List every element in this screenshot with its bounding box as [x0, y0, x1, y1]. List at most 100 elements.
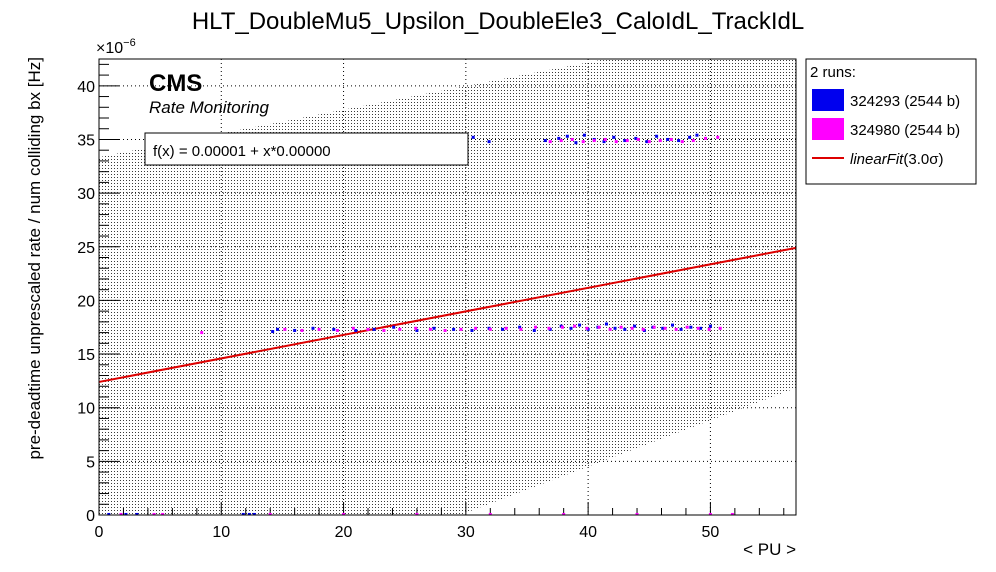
data-point-series-0 [602, 140, 606, 144]
data-point-series-0 [677, 139, 681, 143]
data-point-series-1 [443, 328, 447, 332]
data-point-series-0 [432, 326, 436, 330]
y-multiplier-exponent: −6 [123, 37, 136, 49]
data-point-series-0 [569, 326, 573, 330]
data-point-series-1 [635, 512, 639, 515]
y-tick-label: 10 [77, 401, 95, 418]
data-point-series-1 [548, 140, 552, 144]
plot-frame [98, 58, 797, 516]
data-point-series-1 [619, 325, 623, 329]
data-point-series-0 [392, 325, 396, 329]
data-point-series-1 [519, 327, 523, 331]
data-point-series-1 [562, 512, 566, 515]
data-point-series-1 [366, 327, 370, 331]
fit-text-box [144, 132, 469, 166]
legend-swatch-324293 [812, 89, 844, 111]
data-point-series-0 [135, 512, 139, 515]
data-point-series-1 [398, 327, 402, 331]
data-point-series-0 [252, 512, 256, 515]
data-point-series-0 [470, 328, 474, 332]
y-tick-label: 35 [77, 132, 95, 149]
data-point-series-1 [414, 326, 418, 330]
data-point-series-0 [247, 512, 251, 515]
data-point-series-0 [634, 136, 638, 140]
axis-ticks [98, 63, 785, 516]
legend-fit-main: linearFit [850, 151, 904, 168]
x-tick-label: 10 [212, 524, 230, 541]
data-point-series-0 [107, 512, 111, 515]
data-point-series-1 [669, 137, 673, 141]
y-tick-label: 20 [77, 293, 95, 310]
data-point-series-1 [730, 512, 734, 515]
y-axis-label: pre-deadtime unprescaled rate / num coll… [25, 57, 44, 460]
legend-label-324980: 324980 (2544 b) [850, 122, 960, 139]
data-point-series-1 [708, 512, 712, 515]
legend-header: 2 runs: [810, 64, 856, 81]
data-point-series-1 [560, 325, 564, 329]
data-point-series-1 [647, 140, 651, 144]
data-point-series-0 [293, 328, 297, 332]
y-tick-label: 40 [77, 79, 95, 96]
legend-label-fit: linearFit(3.0σ) [850, 151, 943, 168]
data-point-series-1 [382, 328, 386, 332]
data-point-series-0 [613, 326, 617, 330]
data-point-series-1 [504, 326, 508, 330]
data-point-series-0 [689, 325, 693, 329]
data-point-series-0 [708, 324, 712, 328]
data-point-series-1 [488, 512, 492, 515]
data-point-series-0 [241, 512, 245, 515]
data-point-series-1 [152, 512, 156, 515]
data-point-series-0 [695, 133, 699, 137]
data-point-series-1 [707, 327, 711, 331]
data-point-series-0 [670, 323, 674, 327]
x-tick-label: 20 [335, 524, 353, 541]
y-multiplier: ×10−6 [96, 37, 136, 57]
data-point-series-1 [300, 328, 304, 332]
data-point-series-1 [663, 326, 667, 330]
data-point-series-0 [415, 328, 419, 332]
y-multiplier-base: ×10 [96, 40, 123, 57]
data-point-series-1 [534, 325, 538, 329]
data-point-series-0 [543, 139, 547, 143]
data-point-series-1 [674, 327, 678, 331]
data-point-series-1 [428, 327, 432, 331]
x-tick-label: 0 [95, 524, 104, 541]
data-point-series-1 [625, 139, 629, 143]
data-point-series-1 [488, 327, 492, 331]
chart-title: HLT_DoubleMu5_Upsilon_DoubleEle3_CaloIdL… [192, 8, 804, 35]
data-point-series-0 [688, 135, 692, 139]
data-point-series-1 [459, 327, 463, 331]
data-point-series-1 [559, 139, 563, 143]
data-point-series-0 [452, 327, 456, 331]
cms-label: CMS [149, 70, 202, 97]
data-point-series-0 [578, 323, 582, 327]
data-point-series-1 [685, 325, 689, 329]
legend-label-324293: 324293 (2544 b) [850, 93, 960, 110]
data-point-series-0 [604, 322, 608, 326]
fit-line [98, 246, 797, 383]
data-point-series-0 [633, 324, 637, 328]
data-point-series-1 [630, 326, 634, 330]
data-point-series-0 [623, 139, 627, 143]
data-point-series-0 [532, 328, 536, 332]
data-point-series-1 [283, 327, 287, 331]
data-point-series-0 [574, 141, 578, 145]
data-point-series-0 [557, 136, 561, 140]
legend-swatch-324980 [812, 118, 844, 140]
x-axis-label: < PU > [743, 540, 796, 559]
data-point-series-0 [582, 133, 586, 137]
data-point-series-0 [518, 325, 522, 329]
y-tick-labels: 0 5 10 15 20 25 30 35 40 [77, 79, 95, 525]
data-point-series-1 [592, 139, 596, 143]
data-point-series-0 [666, 137, 670, 141]
data-points [107, 133, 734, 515]
data-point-series-1 [658, 139, 662, 143]
x-tick-label: 30 [457, 524, 475, 541]
data-point-series-0 [645, 140, 649, 144]
data-point-series-1 [317, 327, 321, 331]
data-point-series-0 [612, 135, 616, 139]
data-point-series-0 [332, 327, 336, 331]
white-corner [99, 59, 796, 157]
data-point-series-1 [696, 326, 700, 330]
